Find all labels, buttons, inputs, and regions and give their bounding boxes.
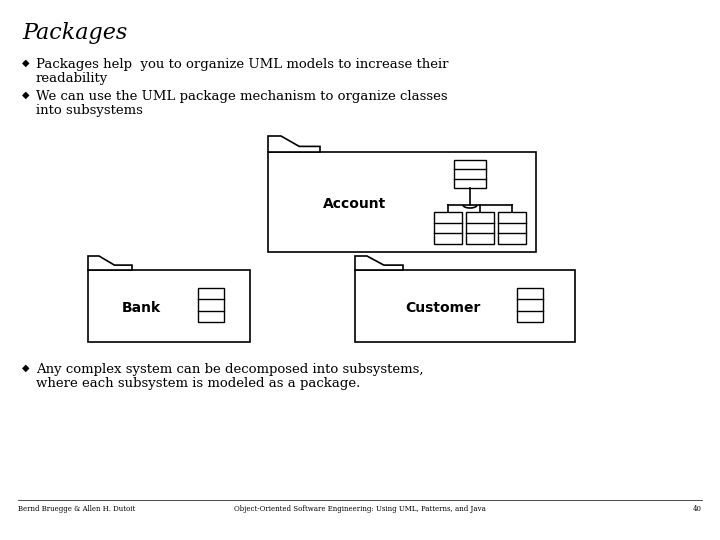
Bar — [268, 152, 536, 252]
Bar — [498, 212, 526, 244]
Text: Customer: Customer — [405, 301, 480, 315]
Text: ◆: ◆ — [22, 58, 30, 68]
Text: We can use the UML package mechanism to organize classes: We can use the UML package mechanism to … — [36, 90, 448, 103]
Text: Bank: Bank — [122, 301, 161, 315]
Text: Packages help  you to organize UML models to increase their: Packages help you to organize UML models… — [36, 58, 449, 71]
Bar — [355, 270, 575, 342]
Text: into subsystems: into subsystems — [36, 104, 143, 117]
Bar — [454, 160, 486, 188]
Bar — [198, 288, 224, 322]
Text: Bernd Bruegge & Allen H. Dutoit: Bernd Bruegge & Allen H. Dutoit — [18, 505, 135, 513]
Text: ◆: ◆ — [22, 90, 30, 100]
Text: Object-Oriented Software Engineering: Using UML, Patterns, and Java: Object-Oriented Software Engineering: Us… — [234, 505, 486, 513]
Text: ◆: ◆ — [22, 363, 30, 373]
Text: Account: Account — [323, 197, 386, 211]
Polygon shape — [355, 256, 403, 270]
Bar — [434, 212, 462, 244]
Bar — [517, 288, 543, 322]
Text: Packages: Packages — [22, 22, 127, 44]
Bar — [88, 270, 250, 342]
Polygon shape — [88, 256, 132, 270]
Text: readability: readability — [36, 72, 108, 85]
Text: where each subsystem is modeled as a package.: where each subsystem is modeled as a pac… — [36, 377, 361, 390]
Polygon shape — [268, 136, 320, 152]
Text: Any complex system can be decomposed into subsystems,: Any complex system can be decomposed int… — [36, 363, 423, 376]
Text: 40: 40 — [693, 505, 702, 513]
Bar — [466, 212, 494, 244]
